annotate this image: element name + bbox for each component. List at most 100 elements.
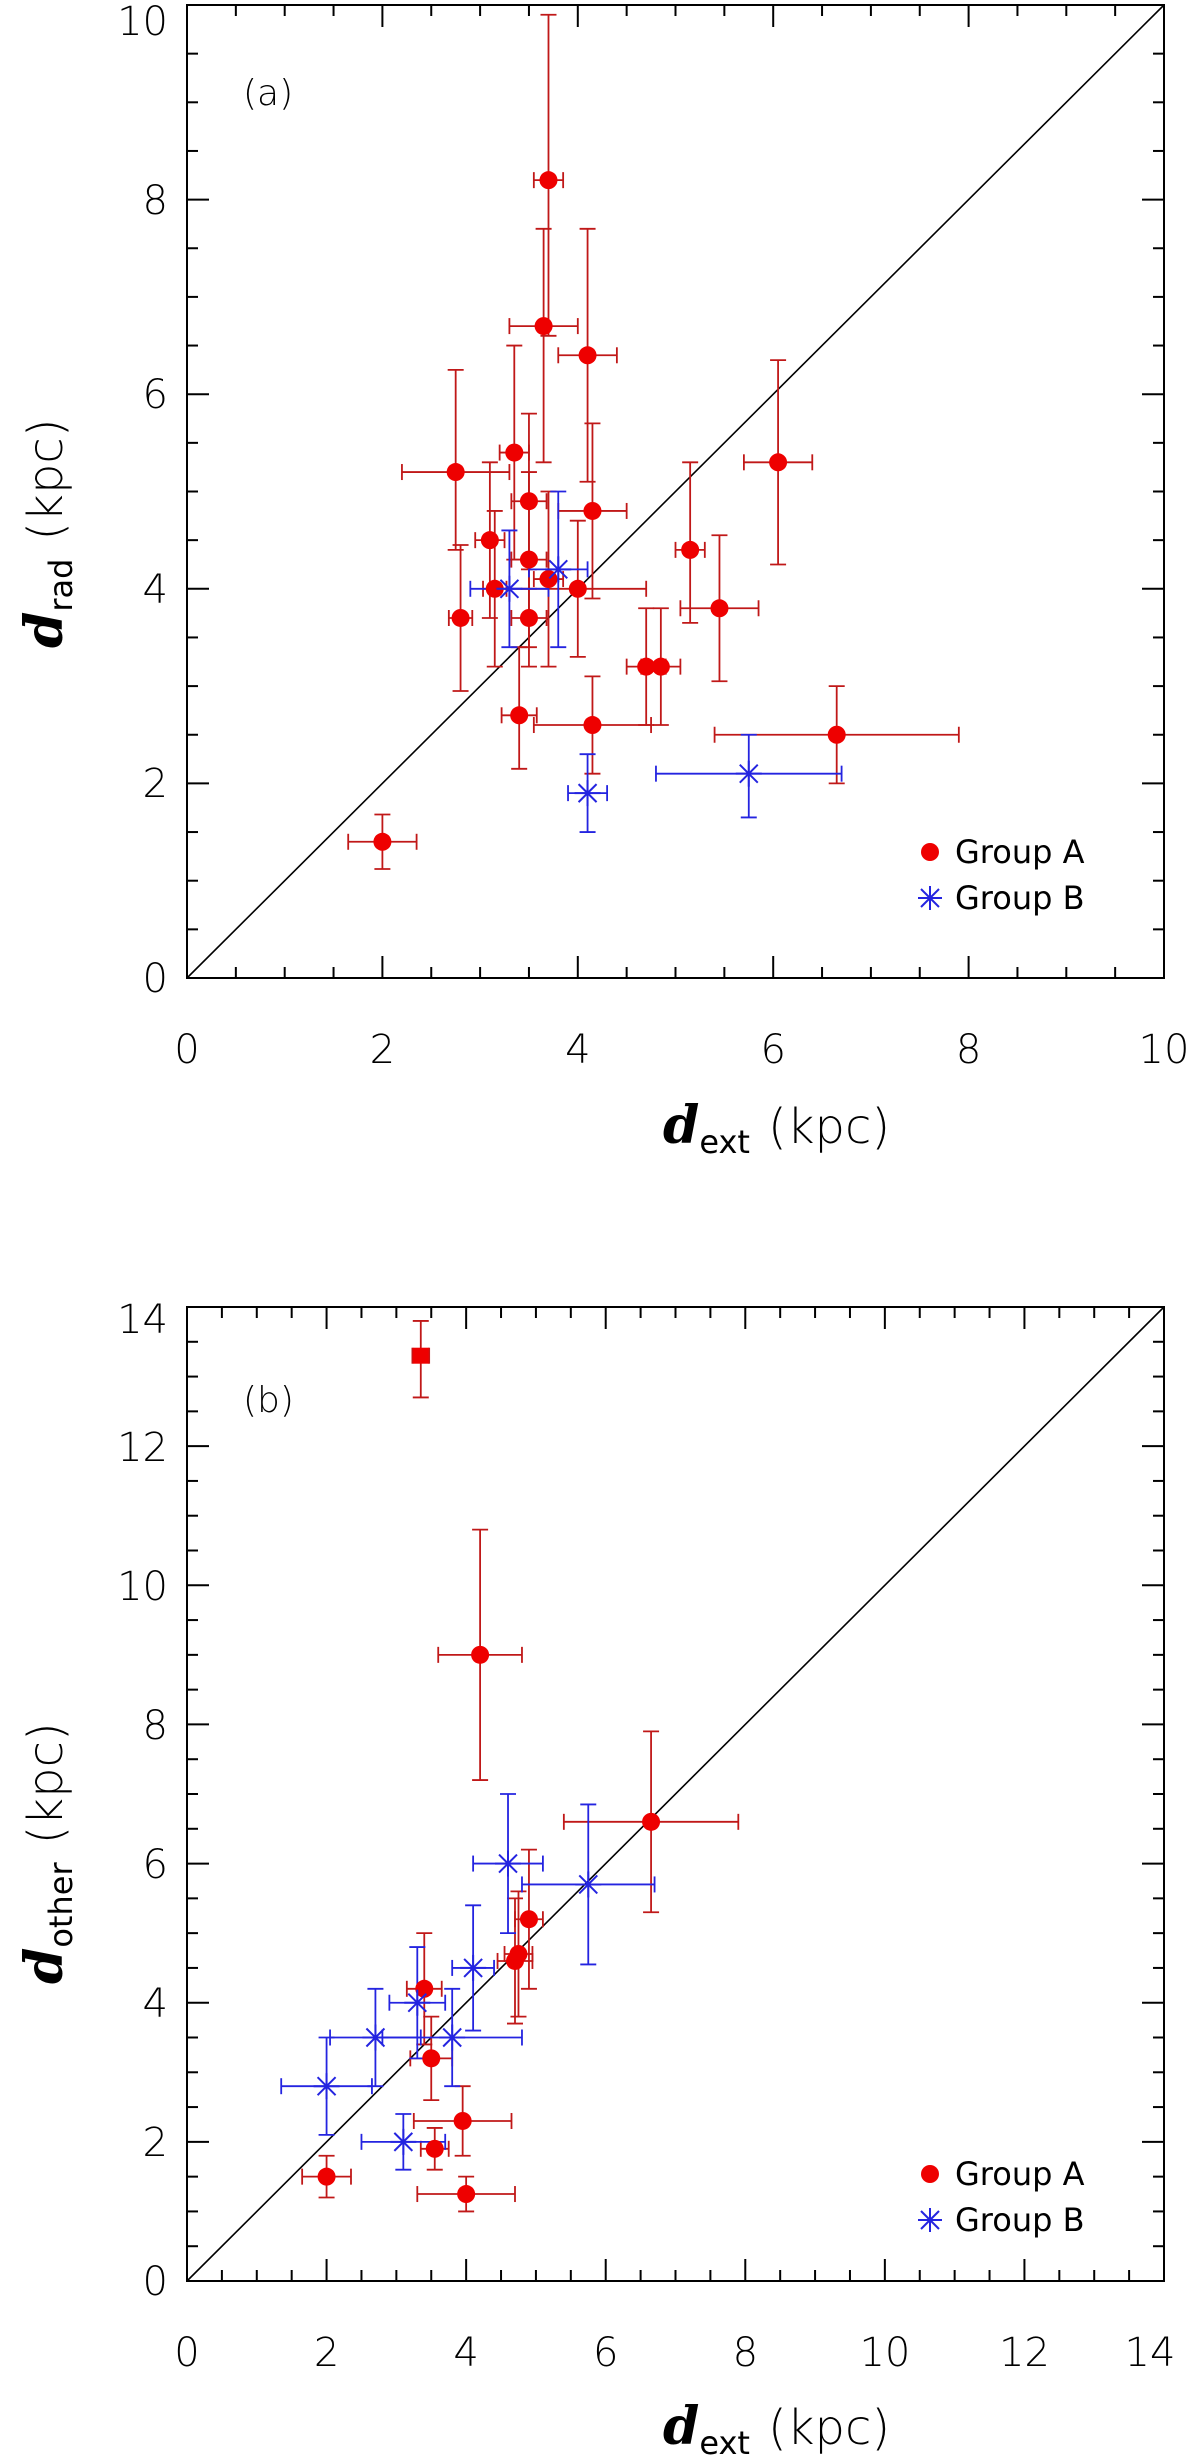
panel-a-xtick-label: 2 — [370, 1027, 395, 1073]
panel-a-ytick-label: 6 — [143, 372, 168, 418]
panel-b-ytick-label: 2 — [143, 2120, 168, 2166]
panel-b-xtick-label: 4 — [453, 2330, 478, 2376]
panel-b-point-group-b — [390, 2128, 417, 2155]
panel-b-ytick-label: 6 — [143, 1842, 168, 1888]
panel-a-point-group-a — [519, 492, 538, 511]
panel-a-xtick-label: 4 — [565, 1027, 590, 1073]
panel-a-point-group-b — [735, 760, 762, 787]
panel-a-point-group-a — [485, 579, 504, 598]
panel-b-point-group-a — [425, 2139, 444, 2158]
panel-a-xtick-label: 10 — [1139, 1027, 1190, 1073]
panel-a-diagonal-line — [186, 4, 1165, 979]
panel-b-point-group-a-square — [412, 1347, 429, 1364]
panel-a-ytick-label: 4 — [143, 567, 168, 613]
panel-a-xtick-label: 6 — [760, 1027, 785, 1073]
svg-text:dother(kpc): dother (kpc) — [14, 1722, 80, 1984]
panel-a-ytick-label: 10 — [117, 0, 168, 45]
panel-a-label: (a) — [243, 73, 293, 114]
panel-a-point-group-a — [583, 501, 602, 520]
svg-text:dext(kpc): dext (kpc) — [663, 1095, 890, 1161]
panel-b-point-group-a — [453, 2111, 472, 2130]
panel-b-point-group-b — [460, 1954, 487, 1981]
panel-a-markers — [373, 171, 846, 851]
panel-a-point-group-a — [534, 317, 553, 336]
panel-a-legend-marker-group-b — [918, 886, 942, 910]
panel-b-point-group-b — [362, 2024, 389, 2051]
panel-a-point-group-a — [505, 443, 524, 462]
panel-b-ylabel-var: d — [14, 1948, 75, 1984]
panel-a-point-group-a — [651, 657, 670, 676]
panel-b-tick-labels: 0 2 4 6 8 10 12 14 0 2 4 6 8 10 12 14 — [117, 1297, 1175, 2376]
panel-a-point-group-a — [510, 706, 529, 725]
panel-b-xtick-label: 2 — [314, 2330, 339, 2376]
panel-b-markers — [313, 1347, 661, 2204]
panel-b-ytick-label: 4 — [143, 1981, 168, 2027]
panel-b-point-group-b — [313, 2073, 340, 2100]
panel-b-label: (b) — [243, 1380, 294, 1421]
panel-a-point-group-a — [373, 832, 392, 851]
panel-b-point-group-b — [404, 1989, 431, 2016]
panel-a-point-group-a — [827, 725, 846, 744]
panel-a-xlabel-var: d — [663, 1095, 699, 1156]
panel-a-ytick-label: 2 — [143, 761, 168, 807]
panel-a-point-group-a — [539, 171, 558, 190]
panel-b-legend: Group A Group B — [918, 2155, 1085, 2239]
panel-a-ylabel-unit: (kpc) — [18, 418, 74, 540]
panel-a-legend-label-group-a: Group A — [955, 833, 1085, 871]
panel-b-xtick-label: 8 — [733, 2330, 758, 2376]
panel-b-legend-marker-group-b — [918, 2208, 942, 2232]
panel-b-ytick-label: 8 — [143, 1703, 168, 1749]
panel-b-point-group-b — [575, 1871, 602, 1898]
panel-a-legend-marker-group-a — [921, 843, 939, 861]
panel-a-point-group-a — [710, 599, 729, 618]
panel-b: 0 2 4 6 8 10 12 14 0 2 4 6 8 10 12 14 (b… — [14, 1297, 1175, 2462]
panel-a-tick-labels: 0 2 4 6 8 10 0 2 4 6 8 10 — [117, 0, 1189, 1073]
panel-b-ticks — [186, 1306, 1165, 2282]
panel-a-xtick-label: 8 — [956, 1027, 981, 1073]
panel-a-point-group-b — [574, 780, 601, 807]
panel-a-point-group-a — [583, 716, 602, 735]
panel-a-point-group-a — [568, 579, 587, 598]
panel-b-xtick-label: 12 — [999, 2330, 1050, 2376]
panel-b-point-group-a — [422, 2049, 441, 2068]
panel-a-legend-label-group-b: Group B — [955, 879, 1085, 917]
panel-b-point-group-a — [317, 2167, 336, 2186]
panel-a-errorbar-group-a — [401, 368, 511, 551]
panel-a-ylabel-var: d — [14, 612, 75, 648]
panel-b-point-group-a — [642, 1812, 661, 1831]
panel-b-xtick-label: 10 — [859, 2330, 910, 2376]
panel-a-ylabel-sub: rad — [42, 559, 80, 612]
panel-a-point-group-a — [446, 463, 465, 482]
panel-b-xtick-label: 14 — [1125, 2330, 1176, 2376]
panel-b-point-group-b — [495, 1850, 522, 1877]
panel-b-point-group-a — [457, 2185, 476, 2204]
panel-b-xaxis-label: dext (kpc) — [663, 2396, 890, 2462]
panel-a-ytick-label: 0 — [143, 956, 168, 1002]
panel-a-point-group-b — [545, 556, 572, 583]
panel-a-yaxis-label: drad (kpc) — [14, 418, 80, 648]
panel-a-legend: Group A Group B — [918, 833, 1085, 917]
panel-b-xtick-label: 0 — [174, 2330, 199, 2376]
panel-a-point-group-a — [519, 550, 538, 569]
panel-b-ytick-label: 12 — [117, 1425, 168, 1471]
panel-a-errorbar-group-a — [508, 227, 579, 464]
panel-b-xlabel-sub: ext — [699, 2424, 750, 2462]
panel-a-ytick-label: 8 — [143, 178, 168, 224]
panel-b-legend-marker-group-a — [921, 2165, 939, 2183]
panel-a-point-group-b — [496, 575, 523, 602]
panel-b-point-group-a — [471, 1645, 490, 1664]
panel-b-diagonal-line — [186, 1306, 1165, 2282]
panel-a-xlabel-sub: ext — [699, 1123, 750, 1161]
panel-a-xtick-label: 0 — [174, 1027, 199, 1073]
svg-text:dext(kpc): dext (kpc) — [663, 2396, 890, 2462]
panel-b-ylabel-unit: (kpc) — [18, 1722, 74, 1844]
panel-a-ticks — [186, 4, 1165, 979]
panel-a-xaxis-label: dext (kpc) — [663, 1095, 890, 1161]
panel-b-errorbars — [280, 1320, 740, 2213]
panel-b-point-group-a — [519, 1910, 538, 1929]
panel-a-point-group-a — [480, 531, 499, 550]
panel-a-point-group-a — [578, 346, 597, 365]
panel-b-ytick-label: 10 — [117, 1564, 168, 1610]
panel-a: 0 2 4 6 8 10 0 2 4 6 8 10 (a) dext (kpc) … — [14, 0, 1189, 1161]
